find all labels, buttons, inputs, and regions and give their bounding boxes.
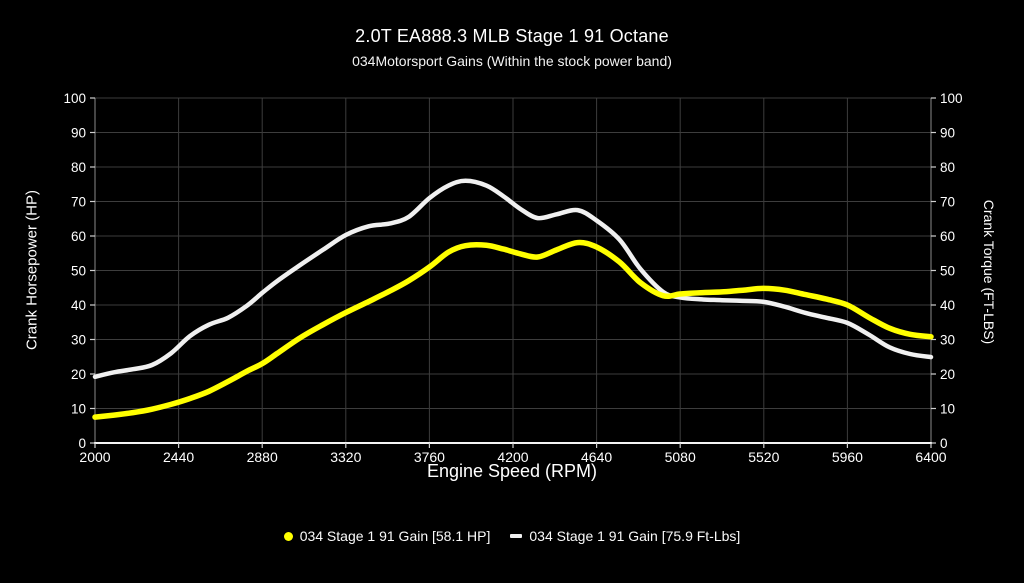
gridlines	[94, 97, 932, 443]
svg-text:3760: 3760	[414, 449, 445, 465]
tick-marks	[90, 97, 936, 448]
svg-text:3320: 3320	[330, 449, 361, 465]
svg-text:4640: 4640	[581, 449, 612, 465]
series-hp-gain-line	[92, 239, 934, 420]
svg-text:4200: 4200	[497, 449, 528, 465]
series-torque-gain-line	[92, 178, 934, 380]
svg-text:10: 10	[71, 402, 86, 417]
legend-label: 034 Stage 1 91 Gain [75.9 Ft-Lbs]	[529, 528, 741, 544]
y-tick-labels-right: 0 10 20 30 40 50 60 70 80 90 100	[940, 91, 963, 451]
svg-text:70: 70	[71, 195, 86, 210]
x-tick-labels: 2000 2440 2880 3320 3760 4200 4640 5080 5520 5960…	[79, 449, 946, 465]
svg-text:80: 80	[940, 160, 955, 175]
svg-text:2880: 2880	[247, 449, 278, 465]
svg-text:0: 0	[78, 436, 86, 451]
svg-text:90: 90	[71, 126, 86, 141]
svg-text:30: 30	[940, 333, 955, 348]
svg-text:60: 60	[71, 229, 86, 244]
svg-text:50: 50	[940, 264, 955, 279]
chart-subtitle: 034Motorsport Gains (Within the stock po…	[352, 53, 672, 69]
svg-text:10: 10	[940, 402, 955, 417]
y-tick-labels-left: 0 10 20 30 40 50 60 70 80 90 100	[63, 91, 86, 451]
svg-text:0: 0	[940, 436, 948, 451]
legend-item-hp-gain: 034 Stage 1 91 Gain [58.1 HP]	[283, 528, 491, 544]
svg-text:20: 20	[71, 367, 86, 382]
svg-text:6400: 6400	[915, 449, 946, 465]
svg-text:5960: 5960	[832, 449, 863, 465]
svg-text:50: 50	[71, 264, 86, 279]
svg-text:40: 40	[71, 298, 86, 313]
chart-title: 2.0T EA888.3 MLB Stage 1 91 Octane	[355, 26, 669, 46]
svg-text:30: 30	[71, 333, 86, 348]
svg-text:5080: 5080	[665, 449, 696, 465]
legend-label: 034 Stage 1 91 Gain [58.1 HP]	[299, 528, 491, 544]
svg-text:40: 40	[940, 298, 955, 313]
svg-text:90: 90	[940, 126, 955, 141]
svg-text:20: 20	[940, 367, 955, 382]
legend-circle-marker	[283, 531, 293, 541]
svg-text:60: 60	[940, 229, 955, 244]
svg-text:80: 80	[71, 160, 86, 175]
legend-dash-marker	[510, 534, 523, 538]
legend-item-torque-gain: 034 Stage 1 91 Gain [75.9 Ft-Lbs]	[510, 528, 740, 544]
legend: 034 Stage 1 91 Gain [58.1 HP] 034 Stage 1…	[0, 528, 1024, 544]
x-axis-label: Engine Speed (RPM)	[426, 461, 598, 481]
svg-text:2000: 2000	[79, 449, 110, 465]
svg-text:100: 100	[940, 91, 963, 106]
svg-text:2440: 2440	[163, 449, 194, 465]
svg-text:5520: 5520	[748, 449, 779, 465]
svg-text:70: 70	[940, 195, 955, 210]
svg-text:100: 100	[63, 91, 86, 106]
